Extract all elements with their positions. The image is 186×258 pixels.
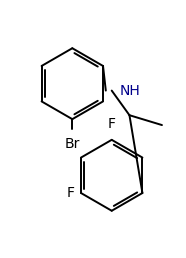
- Text: F: F: [108, 117, 116, 131]
- Text: NH: NH: [120, 84, 140, 98]
- Text: F: F: [66, 186, 74, 200]
- Text: Br: Br: [65, 137, 80, 151]
